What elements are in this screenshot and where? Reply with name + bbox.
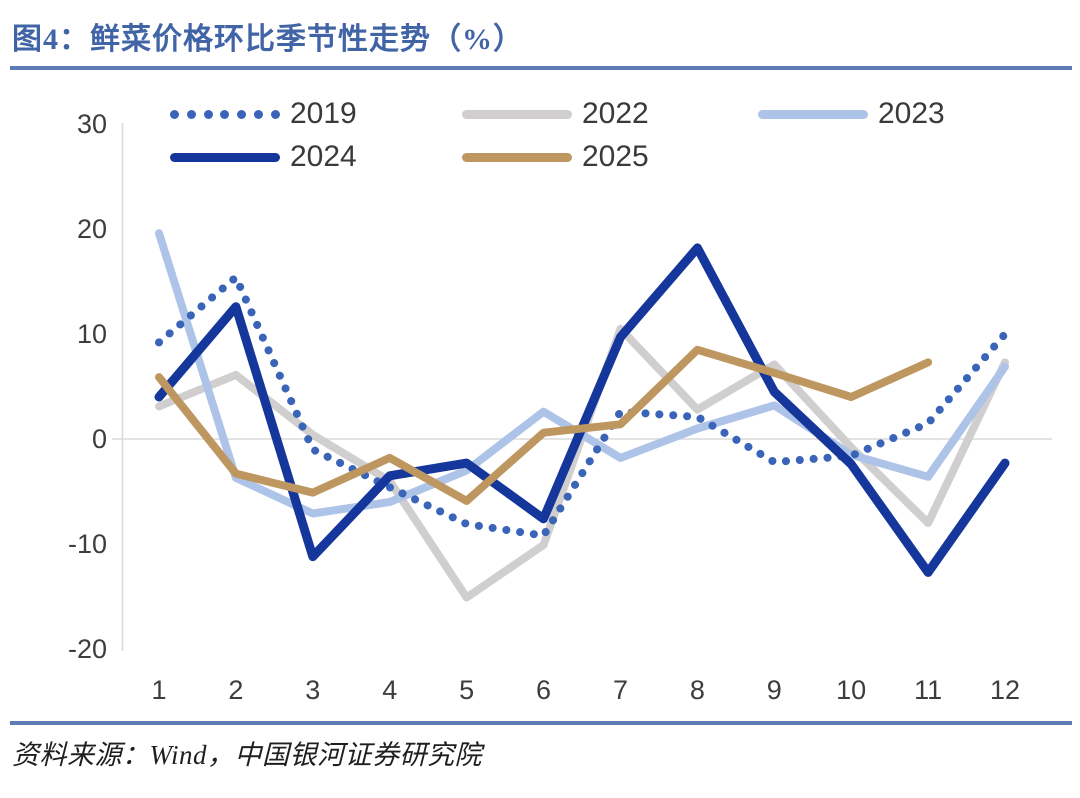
legend-dot [170, 109, 179, 119]
x-axis-label-4: 4 [382, 675, 397, 705]
legend-swatch-2022 [462, 109, 572, 119]
legend-label-2019: 2019 [290, 97, 357, 130]
y-axis-label-20: 20 [77, 214, 107, 244]
x-axis-label-2: 2 [228, 675, 243, 705]
series-line-2025 [155, 345, 933, 505]
x-axis-label-1: 1 [151, 675, 166, 705]
legend-dot [186, 109, 196, 119]
x-axis-label-5: 5 [459, 675, 474, 705]
title-rule [10, 66, 1072, 70]
legend-label-2025: 2025 [582, 140, 649, 173]
y-axis-label--20: -20 [68, 634, 107, 664]
legend-swatch-2019 [170, 109, 280, 119]
x-axis-label-8: 8 [690, 675, 705, 705]
chart-legend: 2019 2022 2023 2024 2025 [0, 0, 1080, 180]
figure-title: 图4：鲜菜价格环比季节性走势（%） [12, 23, 524, 56]
legend-dot [220, 109, 230, 119]
legend-swatch-2025 [462, 152, 572, 162]
series-line-2019 [155, 273, 1009, 540]
source-rule [10, 721, 1072, 725]
x-axis-label-9: 9 [767, 675, 782, 705]
x-axis-label-3: 3 [305, 675, 320, 705]
x-axis-label-12: 12 [990, 675, 1020, 705]
x-axis-label-10: 10 [836, 675, 866, 705]
y-axis-label-0: 0 [92, 424, 107, 454]
legend-item-2022: 2022 [462, 99, 649, 129]
legend-label-2024: 2024 [290, 140, 357, 173]
legend-label-2023: 2023 [878, 97, 945, 130]
y-axis-label--10: -10 [68, 529, 107, 559]
legend-dot [254, 109, 264, 119]
x-axis-label-6: 6 [536, 675, 551, 705]
legend-swatch-2023 [758, 109, 868, 119]
legend-label-2022: 2022 [582, 97, 649, 130]
x-axis-label-11: 11 [914, 675, 942, 705]
legend-item-2024: 2024 [170, 142, 357, 172]
legend-item-2019: 2019 [170, 99, 357, 129]
legend-dot [203, 109, 213, 119]
legend-dot [270, 109, 280, 119]
source-text: 资料来源：Wind，中国银河证券研究院 [12, 740, 483, 770]
y-axis-label-30: 30 [77, 109, 107, 139]
legend-item-2025: 2025 [462, 142, 649, 172]
legend-swatch-2024 [170, 152, 280, 162]
legend-item-2023: 2023 [758, 99, 945, 129]
x-axis-label-7: 7 [613, 675, 628, 705]
legend-dot [237, 109, 247, 119]
y-axis-label-10: 10 [77, 319, 107, 349]
